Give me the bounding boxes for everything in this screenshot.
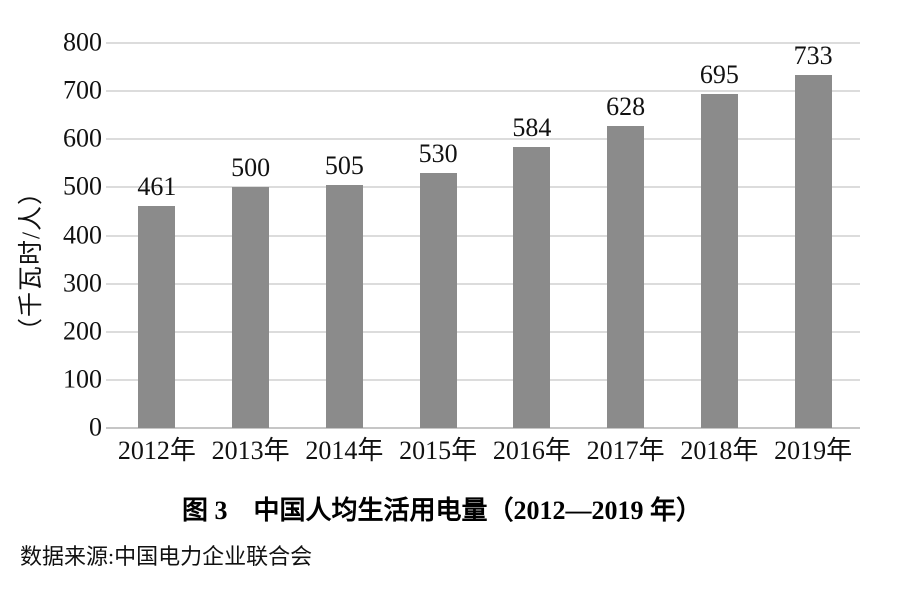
bar-2012年 <box>138 206 176 428</box>
y-axis-title: （千瓦时/人） <box>18 179 45 343</box>
bar-2015年 <box>419 172 457 428</box>
x-tick-label: 2013年 <box>211 436 290 465</box>
y-tick-label: 100 <box>63 364 102 394</box>
x-tick-label: 2019年 <box>774 436 853 465</box>
chart-caption: 图 3 中国人均生活用电量（2012—2019 年） <box>181 496 702 525</box>
bar-value-label: 505 <box>324 150 364 180</box>
bar-value-label: 695 <box>699 59 739 89</box>
chart-source-note: 数据来源:中国电力企业联合会 <box>20 544 313 569</box>
x-tick-label: 2015年 <box>399 436 478 465</box>
x-axis-line <box>106 427 860 429</box>
y-tick-label: 300 <box>63 268 102 298</box>
gridline <box>106 138 860 141</box>
x-tick-label: 2018年 <box>680 436 759 465</box>
gridline <box>106 378 860 381</box>
plot-area: 461 500 505 530 584 628 695 733 <box>106 41 860 429</box>
bar-2016年 <box>513 146 551 428</box>
y-tick-label: 0 <box>89 412 102 442</box>
gridline <box>106 186 860 189</box>
x-tick-label: 2016年 <box>492 436 571 465</box>
bar-2019年 <box>794 75 832 428</box>
y-tick-label: 400 <box>63 219 102 249</box>
bar-2014年 <box>325 184 363 428</box>
gridline <box>106 42 860 44</box>
gridline <box>106 90 860 93</box>
y-tick-label: 700 <box>63 75 102 105</box>
y-tick-label: 800 <box>63 27 102 57</box>
x-tick-label: 2014年 <box>305 436 384 465</box>
x-tick-label: 2012年 <box>117 436 196 465</box>
bar-value-label: 733 <box>793 41 833 71</box>
y-tick-label: 500 <box>63 171 102 201</box>
bar-value-label: 500 <box>231 153 271 183</box>
bar-2018年 <box>700 93 738 428</box>
bar-value-label: 530 <box>418 138 458 168</box>
y-tick-label: 200 <box>63 316 102 346</box>
gridline <box>106 234 860 237</box>
gridline <box>106 330 860 333</box>
bar-2013年 <box>232 187 270 428</box>
bar-value-label: 584 <box>512 112 552 142</box>
bar-2017年 <box>607 125 645 428</box>
gridline <box>106 282 860 285</box>
y-tick-label: 600 <box>63 123 102 153</box>
bar-value-label: 461 <box>137 172 177 202</box>
bar-value-label: 628 <box>606 91 646 121</box>
x-tick-label: 2017年 <box>586 436 665 465</box>
